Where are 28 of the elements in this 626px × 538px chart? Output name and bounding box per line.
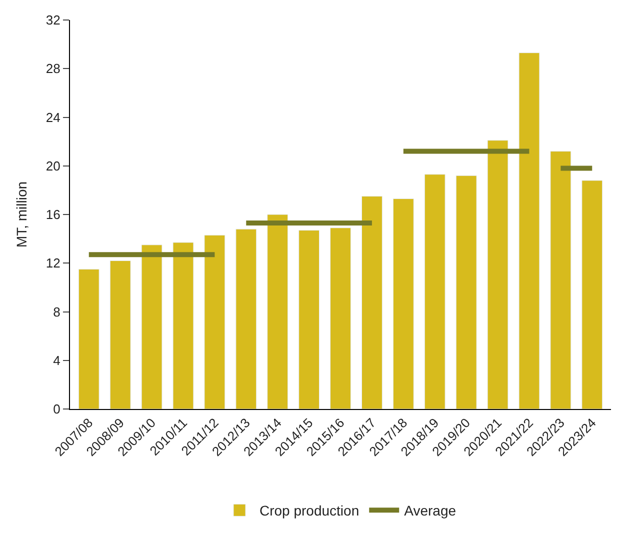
y-tick-label: 20 xyxy=(46,158,60,174)
bar xyxy=(487,140,508,409)
y-tick-label: 24 xyxy=(46,110,60,125)
bar xyxy=(78,268,100,409)
legend-label: Crop production xyxy=(260,502,360,519)
y-tick-label: 28 xyxy=(46,61,60,76)
y-tick-label: 0 xyxy=(53,402,60,417)
y-tick-label: 8 xyxy=(53,304,60,320)
y-tick-label: 4 xyxy=(53,352,60,368)
bar xyxy=(330,228,351,409)
bar xyxy=(456,175,477,409)
bar xyxy=(298,230,320,409)
bar xyxy=(172,242,194,409)
bar xyxy=(361,196,382,409)
y-tick-label: 32 xyxy=(46,12,60,28)
bar xyxy=(267,214,288,409)
legend-label: Average xyxy=(404,502,456,519)
bar xyxy=(392,198,414,409)
y-tick-label: 16 xyxy=(46,207,60,222)
bar xyxy=(582,180,603,409)
bar xyxy=(236,228,257,409)
bar xyxy=(518,52,540,409)
y-tick-label: 12 xyxy=(46,256,60,271)
bar xyxy=(141,244,162,409)
y-axis-title: MT, million xyxy=(14,181,30,248)
bar xyxy=(204,234,226,409)
bar xyxy=(424,174,446,409)
bar xyxy=(110,260,131,409)
